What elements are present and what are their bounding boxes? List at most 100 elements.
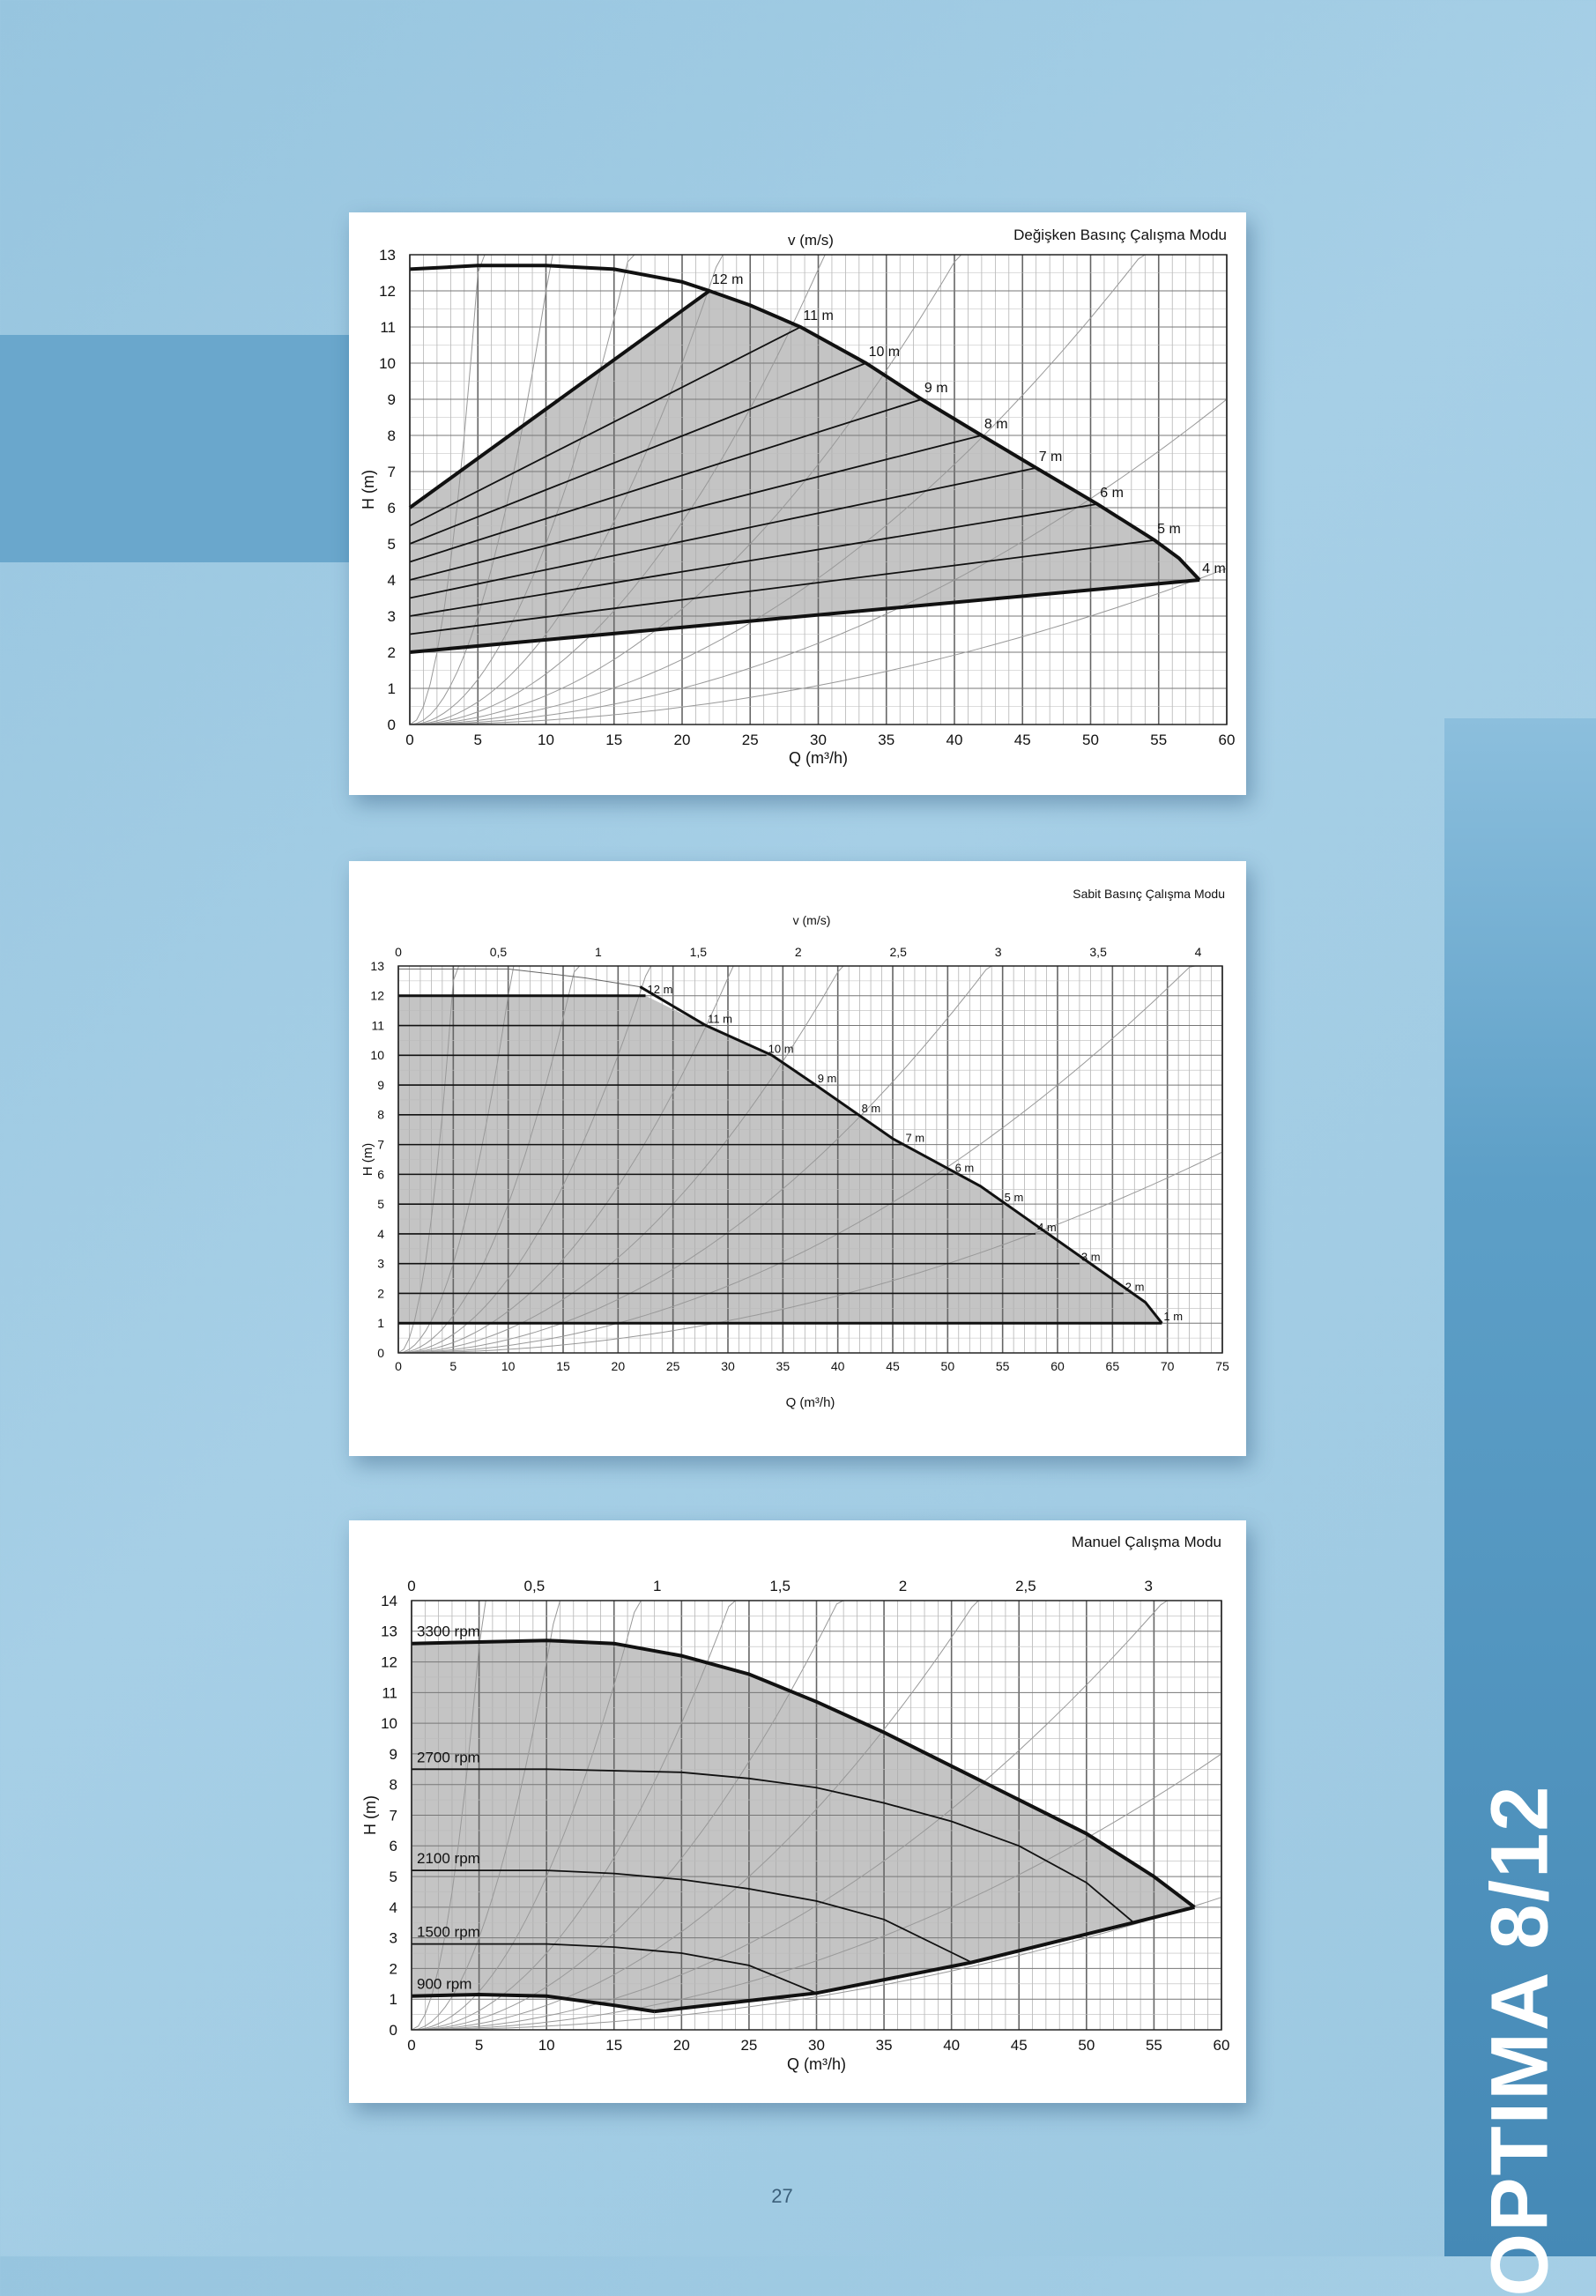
x-tick-label: 15	[605, 2037, 622, 2054]
y-tick-label: 10	[379, 355, 396, 372]
x-tick-label: 45	[886, 1359, 900, 1373]
x-tick-label: 50	[1078, 2037, 1095, 2054]
setpoint-label: 7 m	[1039, 450, 1063, 464]
system-curve	[412, 1600, 1168, 2031]
x-tick-label: 40	[831, 1359, 845, 1373]
rpm-curve	[412, 1869, 972, 1964]
top-tick-label: 4	[1195, 945, 1202, 959]
lower-boundary-line	[409, 578, 1200, 654]
top-tick-label: 3	[995, 945, 1002, 959]
y-tick-label: 5	[377, 1197, 384, 1211]
setpoint-label: 1 m	[1163, 1310, 1183, 1323]
setpoint-label: 5 m	[1005, 1191, 1024, 1204]
x-tick-label: 55	[996, 1359, 1010, 1373]
top-tick-label: 3,5	[1089, 945, 1107, 959]
max-curve-line	[409, 264, 1201, 582]
x-tick-label: 10	[538, 2037, 555, 2054]
setpoint-label: 12 m	[712, 272, 744, 287]
system-curve	[411, 1600, 736, 2031]
y-tick-label: 0	[377, 1346, 384, 1360]
x-tick-label: 30	[808, 2037, 825, 2054]
y-tick-label: 10	[370, 1048, 384, 1062]
max-curve-top-thin	[398, 968, 641, 988]
y-tick-label: 13	[370, 959, 384, 973]
system-curve	[410, 254, 1146, 725]
setpoint-label: 3 m	[1081, 1251, 1101, 1264]
rpm-curve	[411, 1992, 655, 2014]
lower-boundary-line	[654, 1905, 1195, 2014]
brand-title: OPTIMA 8/12	[1474, 1784, 1565, 2296]
system-curve	[397, 965, 581, 1354]
system-curve	[411, 1600, 560, 2031]
x-tick-label: 55	[1150, 732, 1167, 748]
y-tick-label: 11	[371, 1018, 384, 1032]
y-axis-label: H (m)	[361, 1795, 379, 1835]
top-tick-label: 0	[407, 1578, 415, 1594]
setpoint-label: 10 m	[768, 1042, 794, 1055]
system-curve	[398, 965, 992, 1354]
y-tick-label: 7	[390, 1807, 397, 1824]
setpoint-label: 9 m	[924, 381, 948, 396]
chart-card-manual-mode: 3300 rpm 2700 rpm 2100 rpm 1500 rpm 900 rpm 0…	[349, 1520, 1246, 2103]
y-tick-label: 1	[377, 1316, 384, 1330]
x-tick-label: 50	[941, 1359, 955, 1373]
y-tick-label: 5	[388, 536, 396, 553]
y-tick-label: 0	[388, 717, 396, 733]
y-tick-label: 12	[381, 1654, 397, 1671]
chart-title: Değişken Basınç Çalışma Modu	[1013, 227, 1227, 243]
rpm-label: 3300 rpm	[417, 1624, 480, 1640]
y-tick-label: 13	[381, 1624, 397, 1640]
x-tick-label: 60	[1214, 2037, 1230, 2054]
rpm-label: 1500 rpm	[417, 1924, 480, 1941]
x-tick-label: 5	[474, 732, 482, 748]
system-curve	[397, 965, 460, 1354]
top-tick-label: 1	[595, 945, 602, 959]
y-tick-label: 11	[382, 1684, 397, 1701]
x-tick-label: 20	[673, 2037, 690, 2054]
x-tick-label: 30	[810, 732, 827, 748]
setpoint-line	[409, 539, 1155, 635]
system-curve	[412, 1897, 1222, 2031]
x-tick-label: 0	[405, 732, 413, 748]
x-axis-label: Q (m³/h)	[789, 749, 848, 767]
top-tick-label: 2,5	[889, 945, 907, 959]
x-tick-label: 45	[1014, 732, 1031, 748]
y-tick-label: 7	[388, 464, 396, 480]
x-tick-label: 55	[1146, 2037, 1162, 2054]
plot-frame	[409, 254, 1228, 725]
setpoint-label: 11 m	[708, 1013, 732, 1026]
setpoint-line	[409, 467, 1036, 599]
setpoint-label: 5 m	[1157, 522, 1181, 537]
system-curve	[411, 1600, 486, 2031]
x-tick-label: 40	[946, 732, 963, 748]
plot-frame	[411, 1600, 1222, 2031]
x-tick-label: 15	[605, 732, 622, 748]
plot-frame	[397, 965, 1223, 1354]
chart-manual-mode: 3300 rpm 2700 rpm 2100 rpm 1500 rpm 900 rpm 0…	[361, 1534, 1230, 2073]
y-tick-label: 0	[390, 2022, 397, 2039]
top-tick-label: 0	[395, 945, 402, 959]
x-tick-label: 5	[475, 2037, 483, 2054]
x-tick-label: 10	[538, 732, 554, 748]
y-tick-label: 2	[388, 644, 396, 661]
system-curve	[411, 1600, 642, 2031]
y-tick-label: 7	[377, 1138, 384, 1152]
system-curve	[411, 1600, 844, 2031]
x-tick-label: 60	[1219, 732, 1236, 748]
top-tick-label: 1,5	[769, 1578, 791, 1594]
y-tick-label: 13	[379, 247, 396, 264]
rpm-curve	[412, 1768, 1134, 1923]
chart-title: Sabit Basınç Çalışma Modu	[1073, 887, 1225, 901]
top-axis-label: v (m/s)	[788, 232, 834, 249]
setpoint-label: 12 m	[648, 983, 673, 996]
system-curve	[409, 254, 635, 725]
y-tick-label: 4	[377, 1227, 384, 1241]
y-tick-label: 3	[388, 608, 396, 625]
system-curve	[409, 254, 826, 725]
x-tick-label: 20	[674, 732, 691, 748]
rpm-label: 900 rpm	[417, 1976, 471, 1993]
top-tick-label: 2	[899, 1578, 907, 1594]
x-tick-label: 35	[878, 732, 895, 748]
system-curve	[398, 965, 1195, 1354]
